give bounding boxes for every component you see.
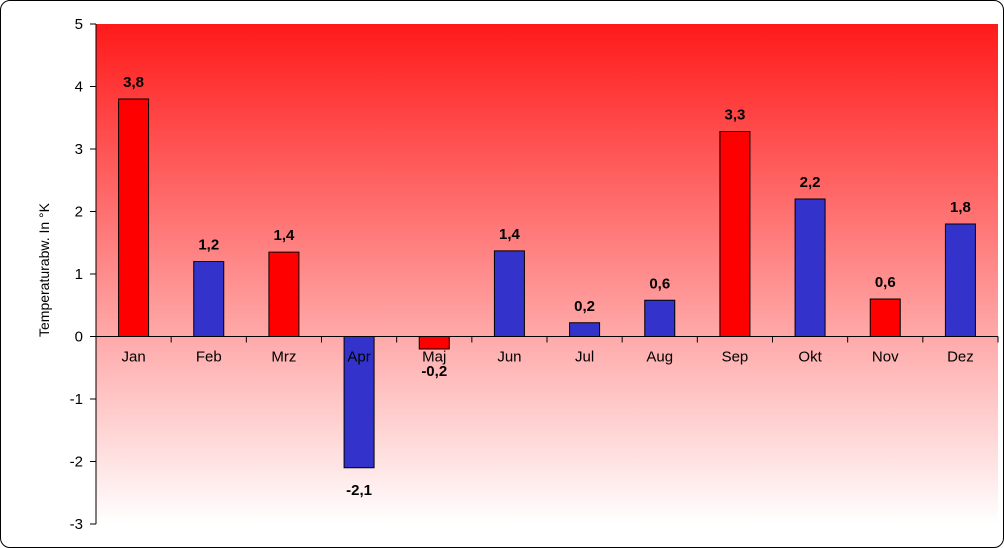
x-tick-label: Mrz [271, 349, 296, 366]
data-label-apr: -2,1 [346, 482, 372, 499]
data-label-sep: 3,3 [724, 107, 745, 124]
x-tick-label: Jul [575, 349, 594, 366]
y-tick-label: -2 [70, 454, 83, 471]
x-tick-label: Aug [646, 349, 673, 366]
y-tick-label: -3 [70, 516, 83, 533]
y-axis: 5 4 3 2 1 0 -1 -2 -3 [70, 16, 97, 533]
plot-area [96, 24, 998, 524]
bar-apr [343, 336, 375, 469]
bar-sep [719, 131, 751, 337]
bar-jul [569, 322, 601, 337]
y-tick-label: 0 [75, 329, 83, 346]
bar-mrz [268, 251, 300, 337]
data-label-jun: 1,4 [499, 226, 521, 243]
x-tick-label: Jan [121, 349, 145, 366]
data-labels: 3,8 1,2 1,4 -2,1 -0,2 1,4 0,2 0,6 3,3 2,2 0,6 1,8 [123, 74, 971, 499]
x-tick-label: Okt [798, 349, 822, 366]
x-tick-label: Maj [422, 349, 446, 366]
data-label-mrz: 1,4 [273, 227, 295, 244]
x-axis: Jan Feb Mrz Apr Maj Jun Jul Aug Sep Okt Nov Dez [95, 336, 999, 366]
bar-maj [418, 336, 450, 350]
bar-jun [493, 250, 525, 337]
x-tick-label: Apr [347, 349, 370, 366]
x-tick-label: Feb [196, 349, 222, 366]
bar-nov [869, 298, 901, 337]
data-label-jan: 3,8 [123, 74, 144, 91]
x-tick-label: Sep [722, 349, 749, 366]
x-tick-label: Nov [872, 349, 899, 366]
data-label-jul: 0,2 [574, 298, 595, 315]
bar-dez [944, 223, 976, 337]
x-tick-label: Jun [497, 349, 521, 366]
y-tick-label: 2 [75, 204, 83, 221]
y-tick-label: 3 [75, 141, 83, 158]
data-label-feb: 1,2 [198, 237, 219, 254]
y-tick-label: 1 [75, 266, 83, 283]
y-tick-label: -1 [70, 391, 83, 408]
bar-feb [193, 261, 225, 337]
bar-aug [644, 299, 676, 337]
x-tick-label: Dez [947, 349, 974, 366]
data-label-maj: -0,2 [421, 363, 447, 380]
data-label-aug: 0,6 [649, 275, 670, 292]
y-tick-label: 5 [75, 16, 83, 33]
y-axis-label: Temperaturabw. In °K [36, 202, 52, 337]
data-label-okt: 2,2 [800, 174, 821, 191]
bar-okt [794, 198, 826, 337]
y-tick-label: 4 [75, 79, 83, 96]
data-label-nov: 0,6 [875, 274, 896, 291]
data-label-dez: 1,8 [950, 199, 971, 216]
bar-jan [118, 98, 150, 337]
